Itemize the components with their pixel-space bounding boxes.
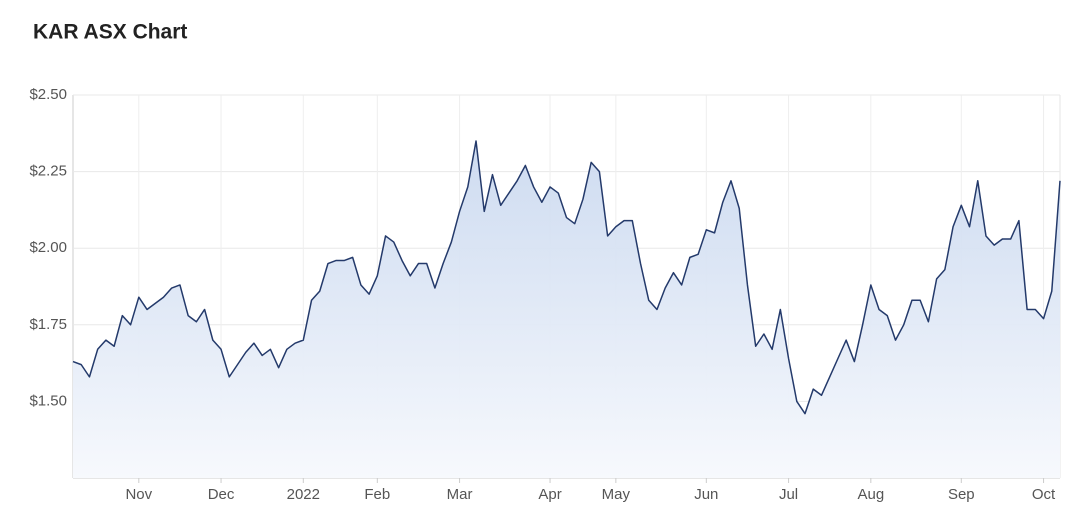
x-tick-label: Sep (948, 486, 975, 503)
x-tick-label: May (602, 486, 631, 503)
x-tick-label: Jun (694, 486, 718, 503)
y-tick-label: $2.00 (29, 239, 67, 256)
y-tick-label: $1.75 (29, 316, 67, 333)
y-tick-label: $2.50 (29, 86, 67, 103)
x-tick-label: Aug (857, 486, 884, 503)
x-tick-label: Apr (538, 486, 561, 503)
area-fill (73, 140, 1060, 478)
chart-title: KAR ASX Chart (33, 21, 187, 44)
x-tick-label: Nov (125, 486, 152, 503)
x-tick-label: Oct (1032, 486, 1056, 503)
x-tick-label: 2022 (287, 486, 320, 503)
x-tick-label: Jul (779, 486, 798, 503)
x-tick-label: Dec (208, 486, 235, 503)
x-tick-label: Feb (364, 486, 390, 503)
y-tick-label: $1.50 (29, 392, 67, 409)
price-line (72, 140, 1061, 415)
y-tick-label: $2.25 (29, 163, 67, 180)
x-tick-label: Mar (447, 486, 473, 503)
